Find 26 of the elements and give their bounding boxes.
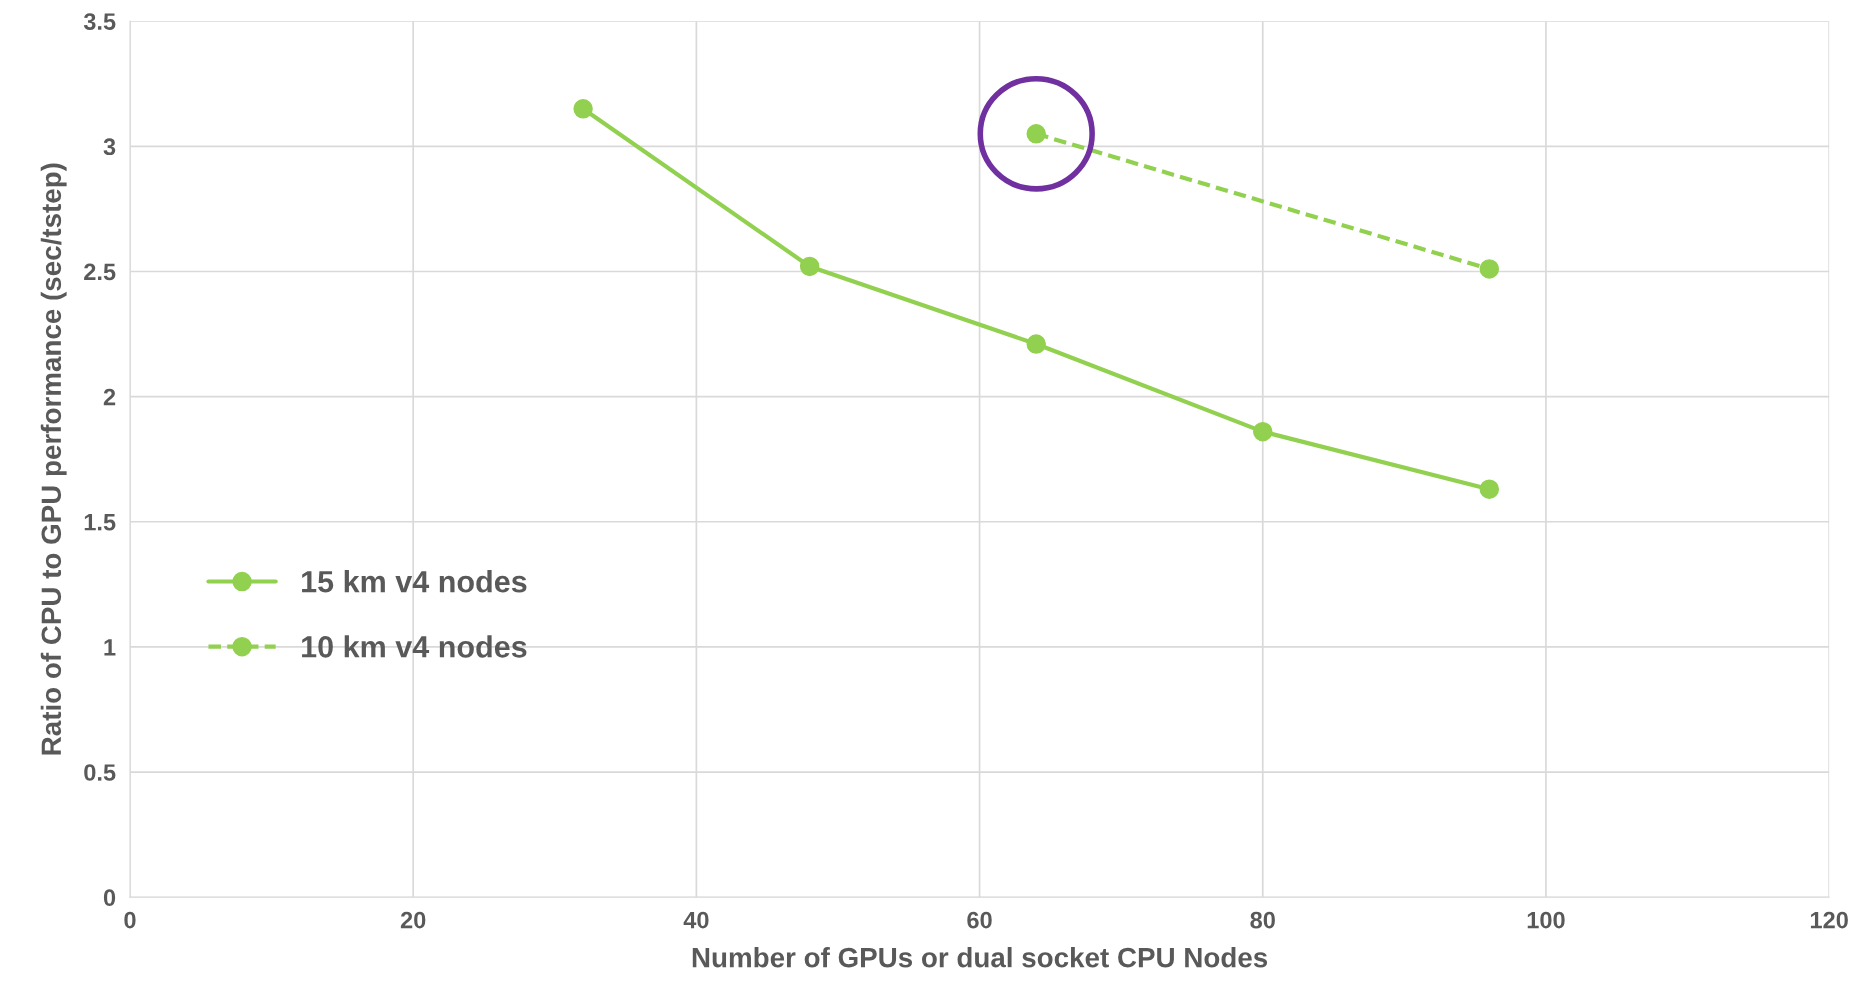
x-tick-label: 80 <box>1250 911 1275 929</box>
x-tick-label: 40 <box>683 911 709 929</box>
y-axis-title: Ratio of CPU to GPU performance (sec/tstep) <box>40 163 67 755</box>
x-tick-label: 100 <box>1527 911 1565 929</box>
y-tick-label: 1 <box>104 639 116 656</box>
y-tick-label: 0.5 <box>84 764 116 781</box>
point <box>1026 334 1046 354</box>
point <box>1026 124 1046 144</box>
point <box>573 99 593 119</box>
point <box>1479 479 1500 499</box>
legend-label: 15 km v4 nodes <box>302 570 527 593</box>
x-tick-label: 120 <box>1810 911 1848 929</box>
y-tick-label: 2.5 <box>84 263 116 281</box>
x-tick-label: 20 <box>400 911 426 929</box>
legend-label: 10 km v4 nodes <box>302 635 527 658</box>
point <box>1253 421 1273 442</box>
y-tick-label: 3.5 <box>83 13 116 30</box>
point <box>1479 259 1500 279</box>
y-tick-label: 3 <box>103 138 116 156</box>
x-tick-label: 0 <box>124 911 136 929</box>
y-tick-label: 0 <box>103 889 116 907</box>
x-axis-title: Number of GPUs or dual socket CPU Nodes <box>692 947 1268 968</box>
x-tick-label: 60 <box>967 911 992 929</box>
point <box>799 256 820 277</box>
y-tick-label: 1.5 <box>84 514 116 531</box>
y-tick-label: 2 <box>103 388 116 406</box>
